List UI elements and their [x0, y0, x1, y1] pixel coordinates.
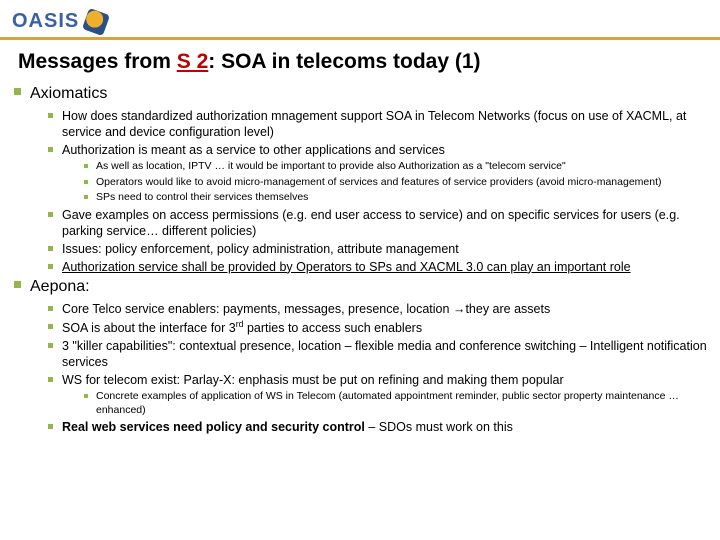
- list-item: Issues: policy enforcement, policy admin…: [48, 241, 710, 257]
- section: Aepona: Core Telco service enablers: paym…: [14, 277, 710, 436]
- list-item: Real web services need policy and securi…: [48, 419, 710, 435]
- title-prefix: Messages from: [18, 50, 177, 73]
- list-item: Authorization service shall be provided …: [48, 259, 710, 275]
- logo-swirl-icon: [82, 7, 110, 35]
- sub-item: Concrete examples of application of WS i…: [84, 390, 710, 417]
- list-item: How does standardized authorization mnag…: [48, 108, 710, 140]
- arrow-icon: [449, 302, 465, 316]
- slide-title: Messages from S 2: SOA in telecoms today…: [0, 40, 720, 82]
- list-item: Authorization is meant as a service to o…: [48, 142, 710, 204]
- list-item: Gave examples on access permissions (e.g…: [48, 207, 710, 239]
- section: Axiomatics How does standardized authoriz…: [14, 84, 710, 275]
- list-item: Core Telco service enablers: payments, m…: [48, 301, 710, 317]
- sub-item: SPs need to control their services thems…: [84, 191, 710, 204]
- sub-list: As well as location, IPTV … it would be …: [84, 160, 710, 204]
- item-text-pre: Core Telco service enablers: payments, m…: [62, 302, 449, 316]
- sub-item: As well as location, IPTV … it would be …: [84, 160, 710, 173]
- logo: OASIS: [12, 10, 79, 32]
- sub-item: Operators would like to avoid micro-mana…: [84, 176, 710, 189]
- sub-list: Concrete examples of application of WS i…: [84, 390, 710, 417]
- list-item: 3 "killer capabilities": contextual pres…: [48, 338, 710, 370]
- title-s2: S 2: [177, 50, 209, 73]
- section-heading: Axiomatics: [30, 84, 710, 104]
- logo-text: OASIS: [12, 10, 79, 33]
- top-list: Axiomatics How does standardized authoriz…: [14, 84, 710, 435]
- logo-bar: OASIS: [0, 0, 720, 40]
- slide-content: Axiomatics How does standardized authoriz…: [0, 84, 720, 435]
- title-suffix: : SOA in telecoms today (1): [208, 50, 480, 73]
- item-list: How does standardized authorization mnag…: [48, 108, 710, 274]
- item-list: Core Telco service enablers: payments, m…: [48, 301, 710, 435]
- list-item: WS for telecom exist: Parlay-X: enphasis…: [48, 372, 710, 417]
- list-item: SOA is about the interface for 3rd parti…: [48, 319, 710, 336]
- item-text-post: they are assets: [465, 302, 550, 316]
- section-heading: Aepona:: [30, 277, 710, 297]
